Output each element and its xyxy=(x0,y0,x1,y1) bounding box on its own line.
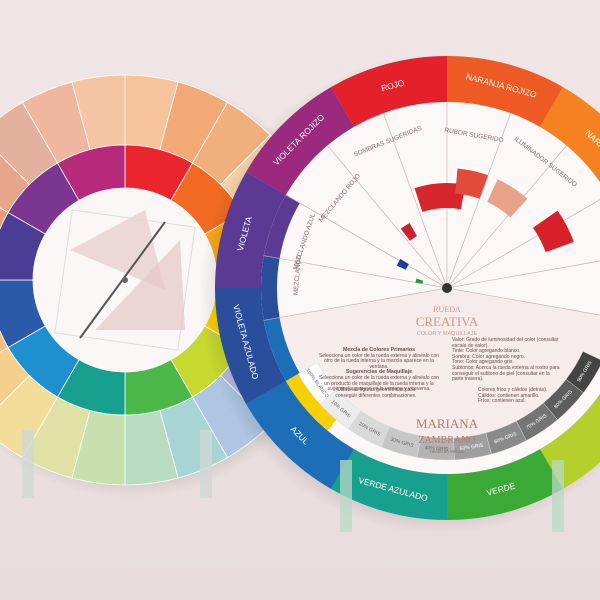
note: Selecciona un color de la rueda externa … xyxy=(318,374,440,393)
ring-swatch xyxy=(246,381,354,489)
ring-swatch xyxy=(331,56,447,127)
note: Selecciona un color de la rueda externa … xyxy=(318,352,440,370)
note: Tono: Color agregando gris. xyxy=(452,359,514,366)
notes-right: Valor: Grado de luminosidad del color (c… xyxy=(452,337,560,383)
window-swatch xyxy=(455,168,489,199)
note-heading: Sugerencias de Maquillaje xyxy=(345,369,413,376)
spoke xyxy=(446,113,511,289)
notes-left: Mezcla de Colores Primarios Selecciona u… xyxy=(318,347,440,393)
title: CREATIVA xyxy=(416,314,479,329)
window-label: MEZCLANDO xyxy=(293,254,304,295)
gray-swatch xyxy=(485,420,527,455)
gray-label: 40% GRIS xyxy=(424,445,449,453)
pin xyxy=(122,277,128,283)
window-swatch xyxy=(400,223,417,241)
window-swatch xyxy=(415,278,424,284)
window-swatch xyxy=(396,258,409,270)
ring-swatch xyxy=(540,87,600,183)
gray-swatch xyxy=(565,351,600,394)
ring-swatch xyxy=(447,449,563,520)
note: Sombra: Color agregando negro. xyxy=(452,353,526,360)
spoke xyxy=(263,287,448,321)
note: Colores fríos y cálidos (detrás). Cálido… xyxy=(478,387,548,405)
inner-swatch xyxy=(263,317,300,381)
ring-swatch xyxy=(215,288,286,404)
note: Valor: Grado de luminosidad del color (c… xyxy=(452,337,559,349)
spoke xyxy=(446,145,567,289)
gray-swatch xyxy=(453,432,492,461)
triangle xyxy=(70,210,165,290)
brand: MARIANA xyxy=(416,416,479,431)
footer: Hecho en México xyxy=(430,449,465,454)
note: Utiliza las figuras geométricas para con… xyxy=(335,387,417,399)
inner-swatch xyxy=(261,255,280,321)
inner-swatch xyxy=(263,195,300,259)
gray-swatch xyxy=(319,388,362,430)
note: Tinte: Color agregando blanco. xyxy=(452,348,521,355)
subtitle: COLOR Y MAQUILLAJE xyxy=(417,331,478,337)
spoke xyxy=(446,199,600,289)
ring-swatch xyxy=(447,56,563,127)
title: RUEDA xyxy=(433,305,461,314)
ring-swatch xyxy=(331,449,447,520)
window-swatch xyxy=(533,210,574,253)
stand xyxy=(340,460,352,532)
ring-swatch xyxy=(246,87,354,195)
pin xyxy=(442,283,452,293)
stand xyxy=(200,430,212,498)
note-heading: Mezcla de Colores Primarios xyxy=(342,347,416,353)
brand: ZAMBRANO xyxy=(418,435,475,446)
gray-swatch xyxy=(380,426,422,458)
gray-swatch xyxy=(416,435,455,461)
spoke xyxy=(383,113,448,289)
spoke xyxy=(263,255,448,289)
gray-swatch xyxy=(515,402,558,441)
spoke xyxy=(285,194,448,289)
gray-swatch xyxy=(543,378,584,421)
inner-swatch xyxy=(285,373,338,431)
stand xyxy=(552,460,564,532)
stand xyxy=(22,430,34,498)
gray-swatch xyxy=(297,362,337,405)
gray-swatch xyxy=(347,410,390,448)
spoke xyxy=(327,145,448,289)
triangle xyxy=(95,240,185,330)
gray-label: 50% GRIS xyxy=(459,443,484,453)
window-swatch xyxy=(487,179,528,218)
window-swatch xyxy=(414,183,466,212)
ring-swatch xyxy=(215,172,286,288)
note: Subtonos: Acerca la rueda externa al ros… xyxy=(452,364,560,383)
